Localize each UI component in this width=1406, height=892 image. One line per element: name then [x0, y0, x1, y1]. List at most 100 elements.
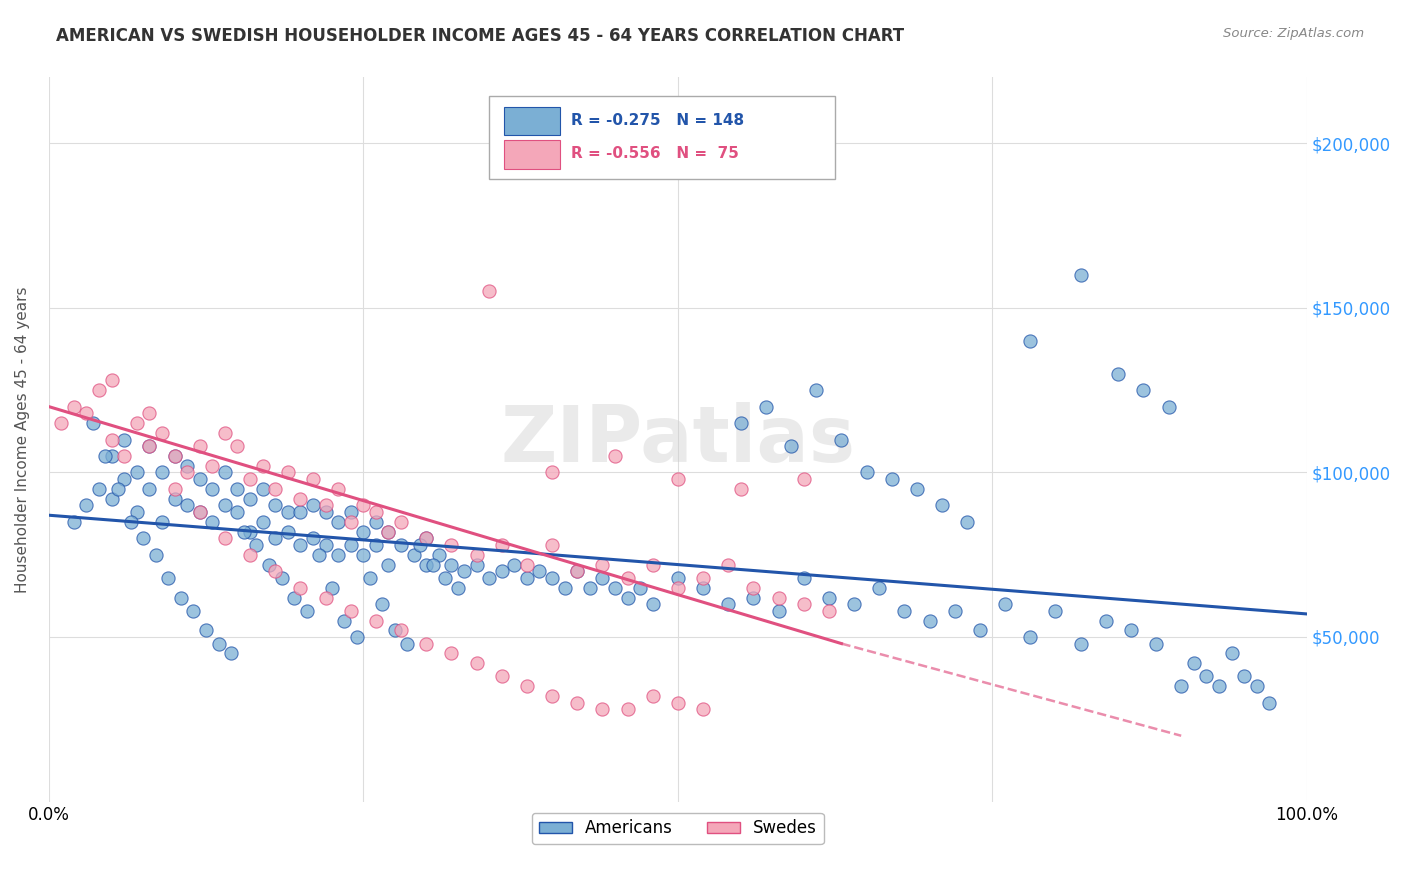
Point [188, 472, 211, 486]
Point [516, 571, 538, 585]
Point [628, 581, 651, 595]
Legend: Americans, Swedes: Americans, Swedes [531, 813, 824, 844]
Point [333, 614, 356, 628]
Point [1045, 604, 1067, 618]
Point [880, 472, 903, 486]
Point [214, 466, 236, 480]
Point [132, 531, 155, 545]
FancyBboxPatch shape [505, 140, 560, 169]
Point [195, 624, 218, 638]
Point [943, 604, 966, 618]
Point [257, 558, 280, 572]
Point [616, 591, 638, 605]
Point [389, 538, 412, 552]
Point [76, 499, 98, 513]
Point [409, 538, 432, 552]
Point [302, 499, 325, 513]
Point [447, 581, 470, 595]
Point [290, 491, 312, 506]
Point [422, 558, 444, 572]
Point [793, 472, 815, 486]
Point [201, 458, 224, 473]
Point [107, 482, 129, 496]
Point [415, 637, 437, 651]
Point [277, 466, 299, 480]
Point [1070, 268, 1092, 282]
Point [434, 571, 457, 585]
Point [402, 548, 425, 562]
Point [818, 604, 841, 618]
Point [377, 524, 399, 539]
Point [364, 505, 387, 519]
Point [453, 564, 475, 578]
Point [270, 571, 292, 585]
Point [1157, 400, 1180, 414]
Point [742, 591, 765, 605]
Point [201, 482, 224, 496]
Point [163, 449, 186, 463]
Point [125, 466, 148, 480]
Point [918, 614, 941, 628]
Point [1132, 383, 1154, 397]
Point [491, 669, 513, 683]
Point [295, 604, 318, 618]
Point [63, 400, 86, 414]
Point [315, 505, 337, 519]
Point [969, 624, 991, 638]
Point [440, 558, 463, 572]
Point [138, 406, 160, 420]
Point [541, 538, 564, 552]
Point [806, 383, 828, 397]
Point [742, 581, 765, 595]
Point [730, 482, 752, 496]
Point [277, 505, 299, 519]
Point [364, 614, 387, 628]
Point [1170, 679, 1192, 693]
Point [641, 597, 664, 611]
Point [308, 548, 330, 562]
Point [352, 548, 374, 562]
Point [125, 505, 148, 519]
Point [440, 538, 463, 552]
Point [541, 690, 564, 704]
Point [1119, 624, 1142, 638]
Point [100, 433, 122, 447]
Point [214, 425, 236, 440]
Point [239, 472, 262, 486]
Point [692, 581, 714, 595]
Point [315, 591, 337, 605]
Point [183, 604, 205, 618]
Point [956, 515, 979, 529]
Point [692, 702, 714, 716]
Point [591, 558, 613, 572]
Point [264, 499, 287, 513]
Point [245, 538, 267, 552]
Point [352, 524, 374, 539]
Point [616, 702, 638, 716]
Point [290, 538, 312, 552]
Point [188, 505, 211, 519]
FancyBboxPatch shape [505, 107, 560, 136]
Point [176, 466, 198, 480]
Point [567, 696, 589, 710]
Point [82, 416, 104, 430]
Point [603, 449, 626, 463]
Point [1195, 669, 1218, 683]
Point [150, 425, 173, 440]
Point [377, 558, 399, 572]
Point [1246, 679, 1268, 693]
Point [94, 449, 117, 463]
Point [478, 571, 501, 585]
Point [100, 373, 122, 387]
Point [1258, 696, 1281, 710]
Point [364, 538, 387, 552]
Point [567, 564, 589, 578]
Point [302, 531, 325, 545]
Point [339, 505, 361, 519]
Point [176, 458, 198, 473]
Text: AMERICAN VS SWEDISH HOUSEHOLDER INCOME AGES 45 - 64 YEARS CORRELATION CHART: AMERICAN VS SWEDISH HOUSEHOLDER INCOME A… [56, 27, 904, 45]
Point [793, 571, 815, 585]
Text: Source: ZipAtlas.com: Source: ZipAtlas.com [1223, 27, 1364, 40]
Point [219, 647, 242, 661]
Point [830, 433, 852, 447]
